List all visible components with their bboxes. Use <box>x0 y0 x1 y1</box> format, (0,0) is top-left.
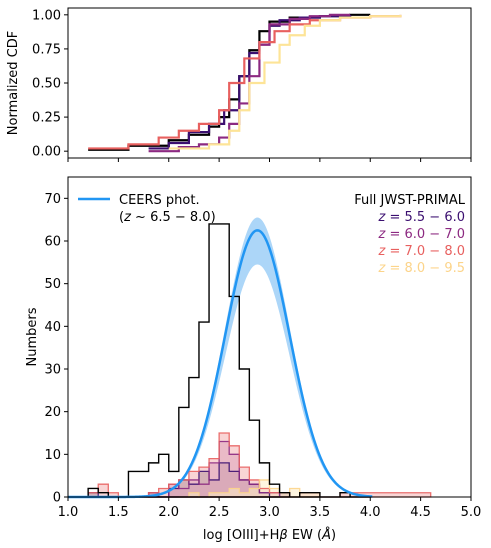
legend-entry-range: = 7.0 − 8.0 <box>385 244 465 259</box>
legend-primal: Full JWST-PRIMAL z = 5.5 − 6.0z = 6.0 − … <box>354 193 466 276</box>
hist-y-tick-label: 50 <box>44 277 61 292</box>
legend-entry-z: z <box>378 227 387 242</box>
hist-x-tick-label: 4.5 <box>410 505 431 520</box>
legend-ceers-redshift: (z ~ 6.5 − 8.0) <box>119 210 216 225</box>
hist-y-tick-label: 10 <box>44 448 61 463</box>
xlabel-part-3: EW ( <box>288 528 322 543</box>
legend-entry-z: z <box>378 210 387 225</box>
legend-entry-range: = 6.0 − 7.0 <box>385 227 465 242</box>
legend-entry-z: z <box>378 261 387 276</box>
hist-x-tick-label: 3.0 <box>259 505 280 520</box>
legend-primal-entries: z = 5.5 − 6.0z = 6.0 − 7.0z = 7.0 − 8.0z… <box>378 210 466 276</box>
xlabel-part-4: Å <box>321 527 331 543</box>
xlabel-part-1: log [OIII]+H <box>203 528 280 543</box>
cdf-x-ticks <box>67 158 472 162</box>
xlabel-part-2: β <box>278 528 287 543</box>
cdf-y-tick-label: 0.25 <box>32 111 61 126</box>
hist-x-tick-label: 2.5 <box>209 505 230 520</box>
hist-x-tick-label: 3.5 <box>310 505 331 520</box>
hist-y-tick-label: 70 <box>44 192 61 207</box>
cdf-step-line-4 <box>88 14 402 150</box>
cdf-y-axis-label: Normalized CDF <box>6 31 21 135</box>
legend-entry-range: = 5.5 − 6.0 <box>385 210 465 225</box>
cdf-panel: 0.00 0.25 0.50 0.75 1.00 Normalized CDF <box>6 7 472 162</box>
hist-x-tick-label: 1.5 <box>108 505 129 520</box>
legend-primal-entry-4: z = 8.0 − 9.5 <box>378 261 466 276</box>
legend-entry-z: z <box>378 244 387 259</box>
xlabel-part-5: ) <box>331 528 336 543</box>
cdf-y-tick-label: 0.50 <box>32 77 61 92</box>
hist-x-tick-label: 5.0 <box>461 505 482 520</box>
cdf-y-tick-label: 0.00 <box>32 145 61 160</box>
legend-ceers-range: ~ 6.5 − 8.0) <box>131 210 216 225</box>
histogram-panel: 0 10 20 30 40 50 60 70 1.0 1.5 2.0 2.5 3.0 3.5 4.0 4.5… <box>25 176 482 543</box>
hist-x-tick-label: 4.0 <box>360 505 381 520</box>
legend-ceers: CEERS phot. (z ~ 6.5 − 8.0) <box>78 193 216 225</box>
cdf-series-group <box>88 13 402 153</box>
cdf-step-line-2 <box>148 14 352 150</box>
hist-x-tick-label: 2.0 <box>158 505 179 520</box>
legend-ceers-paren-open: ( <box>119 210 124 225</box>
legend-ceers-z: z <box>123 210 132 225</box>
cdf-y-tick-label: 1.00 <box>32 8 61 23</box>
legend-entry-range: = 8.0 − 9.5 <box>385 261 465 276</box>
legend-primal-entry-2: z = 6.0 − 7.0 <box>378 227 466 242</box>
histogram-y-axis-label: Numbers <box>25 307 40 366</box>
legend-ceers-label: CEERS phot. <box>119 193 200 208</box>
cdf-y-tick-label: 0.75 <box>32 42 61 57</box>
histogram-axes-frame <box>67 176 472 498</box>
legend-primal-title: Full JWST-PRIMAL <box>354 193 466 208</box>
cdf-y-ticks: 0.00 0.25 0.50 0.75 1.00 <box>32 8 68 160</box>
hist-y-tick-label: 0 <box>53 491 61 506</box>
legend-primal-entry-1: z = 5.5 − 6.0 <box>378 210 466 225</box>
histogram-x-axis-label: log [OIII]+Hβ EW (Å) <box>203 527 336 543</box>
histogram-y-ticks: 0 10 20 30 40 50 60 70 <box>44 192 68 506</box>
hist-y-tick-label: 30 <box>44 363 61 378</box>
hist-y-tick-label: 60 <box>44 235 61 250</box>
legend-primal-entry-3: z = 7.0 − 8.0 <box>378 244 466 259</box>
hist-y-tick-label: 40 <box>44 320 61 335</box>
hist-y-tick-label: 20 <box>44 405 61 420</box>
full-sample-hist-outline <box>87 223 371 498</box>
hist-x-tick-label: 1.0 <box>58 505 79 520</box>
cdf-step-line-5 <box>168 14 402 150</box>
histogram-x-ticks: 1.0 1.5 2.0 2.5 3.0 3.5 4.0 4.5 5.0 <box>58 497 482 520</box>
